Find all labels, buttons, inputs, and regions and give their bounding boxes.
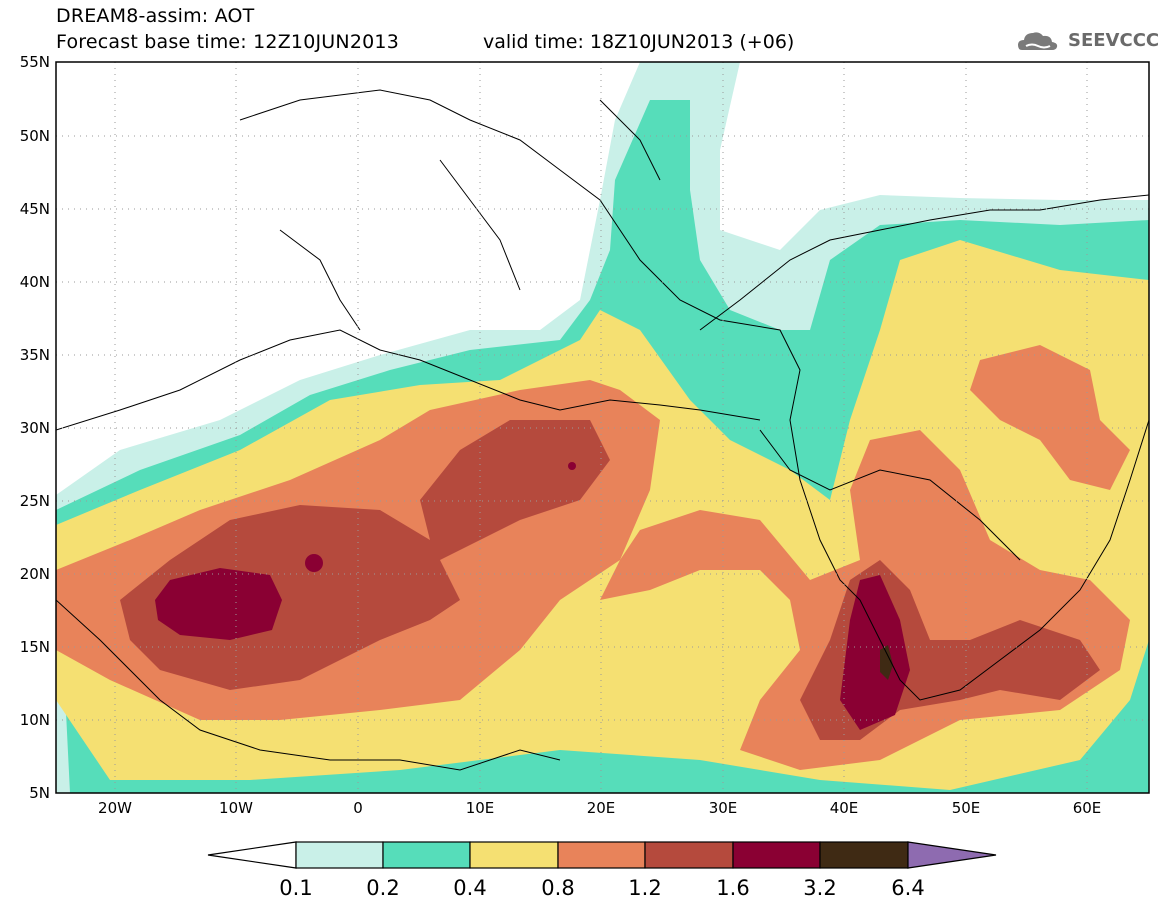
colorbar-segment bbox=[819, 841, 909, 869]
map-frame bbox=[55, 61, 1150, 794]
colorbar-label: 0.2 bbox=[366, 876, 399, 900]
colorbar-segment bbox=[732, 841, 821, 869]
colorbar-label: 3.2 bbox=[803, 876, 836, 900]
lon-label: 10E bbox=[466, 799, 495, 817]
lon-label: 50E bbox=[952, 799, 981, 817]
lon-label: 30E bbox=[709, 799, 738, 817]
aot-spot-1.6 bbox=[305, 554, 323, 572]
coastlines bbox=[56, 89, 1149, 771]
lon-label: 10W bbox=[219, 799, 253, 817]
lat-label: 30N bbox=[20, 419, 50, 437]
colorbar-label: 0.8 bbox=[541, 876, 574, 900]
forecast-base-time: Forecast base time: 12Z10JUN2013 bbox=[56, 31, 399, 53]
colorbar: 0.1 0.2 0.4 0.8 1.2 1.6 3.2 6.4 bbox=[207, 841, 997, 900]
colorbar-label: 1.6 bbox=[716, 876, 749, 900]
lat-label: 5N bbox=[29, 784, 50, 802]
lon-axis: 20W 10W 0 10E 20E 30E 40E 50E 60E bbox=[98, 799, 1101, 817]
lat-label: 50N bbox=[20, 127, 50, 145]
cloud-logo-icon bbox=[1018, 32, 1058, 50]
lat-label: 20N bbox=[20, 565, 50, 583]
aot-band-1.6 bbox=[155, 568, 282, 640]
lon-label: 20W bbox=[98, 799, 132, 817]
colorbar-low-arrow bbox=[207, 841, 297, 869]
lon-label: 40E bbox=[830, 799, 859, 817]
lat-label: 45N bbox=[20, 200, 50, 218]
colorbar-segment bbox=[382, 841, 471, 869]
lat-label: 40N bbox=[20, 273, 50, 291]
colorbar-label: 0.4 bbox=[453, 876, 486, 900]
colorbar-segment bbox=[557, 841, 646, 869]
lat-label: 10N bbox=[20, 711, 50, 729]
colorbar-label: 0.1 bbox=[279, 876, 312, 900]
colorbar-label: 6.4 bbox=[891, 876, 924, 900]
lat-axis: 55N 50N 45N 40N 35N 30N 25N 20N 15N 10N … bbox=[20, 53, 50, 802]
lat-label: 55N bbox=[20, 53, 50, 71]
colorbar-segment bbox=[469, 841, 559, 869]
aot-spot-1.6-libya bbox=[568, 462, 576, 470]
lon-label: 20E bbox=[587, 799, 616, 817]
valid-time: valid time: 18Z10JUN2013 (+06) bbox=[483, 31, 795, 53]
lon-label: 60E bbox=[1073, 799, 1102, 817]
aot-band-3.2 bbox=[880, 645, 893, 680]
aot-band-0.8-arabia bbox=[970, 345, 1130, 490]
lat-label: 15N bbox=[20, 638, 50, 656]
colorbar-segment bbox=[295, 841, 384, 869]
aot-band-1.6-ethiopia bbox=[840, 575, 910, 730]
colorbar-segment bbox=[644, 841, 734, 869]
lon-label: 0 bbox=[353, 799, 363, 817]
colorbar-high-arrow bbox=[907, 841, 997, 869]
logo-text: SEEVCCC bbox=[1068, 30, 1160, 51]
lat-label: 35N bbox=[20, 346, 50, 364]
colorbar-label: 1.2 bbox=[628, 876, 661, 900]
graticule bbox=[56, 62, 1149, 793]
map-title: DREAM8-assim: AOT bbox=[56, 5, 255, 27]
lat-label: 25N bbox=[20, 492, 50, 510]
